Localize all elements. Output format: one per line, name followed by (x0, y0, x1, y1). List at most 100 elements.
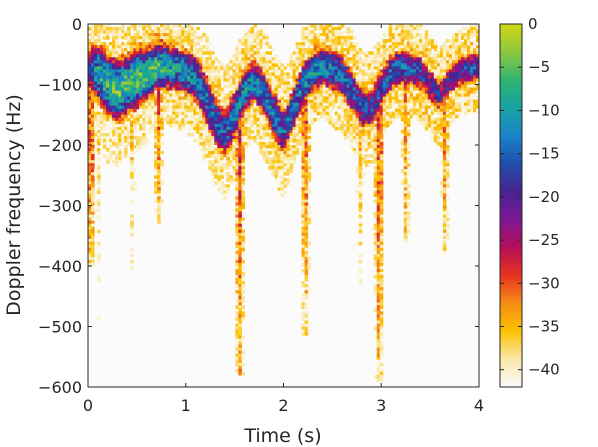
heat-cell (184, 111, 188, 116)
heat-cell (280, 87, 285, 92)
heat-cell (283, 181, 288, 185)
heat-cell (346, 39, 351, 43)
heat-cell (409, 108, 414, 113)
heat-cell (124, 78, 128, 83)
heat-cell (439, 48, 444, 52)
heat-cell (226, 69, 230, 74)
heat-cell (241, 141, 245, 146)
heat-cell (91, 57, 95, 61)
heat-cell (130, 96, 134, 101)
heat-cell (145, 87, 149, 92)
heat-cell (349, 72, 354, 77)
heat-cell (151, 45, 155, 49)
heat-cell (397, 75, 402, 80)
heat-cell (310, 69, 315, 74)
heat-cell (187, 99, 191, 104)
heat-cell (88, 114, 92, 119)
heat-cell (106, 48, 110, 52)
heat-cell (202, 151, 206, 155)
heat-cell (307, 129, 312, 134)
heat-cell (220, 120, 224, 125)
heat-cell (433, 93, 438, 98)
heat-cell (298, 36, 303, 40)
heat-cell (172, 45, 176, 49)
heat-cell (208, 57, 212, 61)
heat-cell (238, 211, 242, 216)
heat-cell (343, 57, 348, 61)
heat-cell (379, 69, 384, 74)
heat-cell (406, 169, 411, 173)
heat-cell (181, 72, 185, 77)
heat-cell (373, 114, 378, 119)
heat-cell (301, 135, 306, 140)
heat-cell (373, 87, 378, 92)
heat-cell (385, 72, 390, 77)
heat-cell (175, 120, 179, 125)
heat-cell (112, 111, 116, 116)
heat-cell (142, 30, 146, 34)
heat-cell (235, 223, 239, 228)
heat-cell (133, 96, 137, 101)
heat-cell (409, 60, 414, 64)
heat-cell (160, 129, 164, 134)
heat-cell (112, 99, 116, 104)
heat-cell (118, 99, 122, 104)
heat-cell (169, 75, 173, 80)
heat-cell (289, 126, 294, 131)
heat-cell (112, 117, 116, 122)
heat-cell (358, 145, 363, 149)
heat-cell (241, 281, 245, 285)
heat-cell (238, 105, 242, 110)
heat-cell (304, 256, 309, 261)
heat-cell (409, 51, 414, 55)
heat-cell (196, 78, 200, 83)
heat-cell (355, 78, 360, 83)
heat-cell (208, 163, 212, 167)
heat-cell (358, 208, 363, 213)
heat-cell (298, 126, 303, 131)
heat-cell (319, 69, 324, 74)
heat-cell (145, 51, 149, 55)
heat-cell (235, 129, 239, 134)
heat-cell (250, 129, 255, 134)
heat-cell (193, 78, 197, 83)
heat-cell (439, 54, 444, 58)
heat-cell (136, 120, 140, 125)
heat-cell (211, 126, 215, 131)
heat-cell (223, 96, 227, 101)
heat-cell (403, 90, 408, 95)
heat-cell (355, 138, 360, 143)
heat-cell (376, 362, 381, 367)
heat-cell (418, 117, 423, 122)
heat-cell (409, 33, 414, 37)
heat-cell (421, 84, 426, 89)
heat-cell (361, 72, 366, 77)
heat-cell (244, 72, 249, 77)
heat-cell (97, 135, 101, 140)
heat-cell (253, 99, 258, 104)
heat-cell (199, 87, 203, 92)
heat-cell (379, 129, 384, 134)
heat-cell (160, 117, 164, 122)
heat-cell (397, 84, 402, 89)
heat-cell (307, 75, 312, 80)
heat-cell (292, 132, 297, 137)
heat-cell (154, 81, 158, 86)
heat-cell (208, 96, 212, 101)
heat-cell (181, 96, 185, 101)
heat-cell (334, 54, 339, 58)
heat-cell (121, 45, 125, 49)
heat-cell (280, 69, 285, 74)
heat-cell (235, 344, 239, 349)
heat-cell (280, 135, 285, 140)
heat-cell (112, 163, 116, 167)
heat-cell (97, 259, 101, 264)
heat-cell (403, 214, 408, 219)
heat-cell (304, 84, 309, 89)
heat-cell (103, 63, 107, 67)
heat-cell (136, 102, 140, 107)
heat-cell (124, 75, 128, 80)
heat-cell (241, 93, 245, 98)
heat-cell (304, 172, 309, 176)
heat-cell (250, 96, 255, 101)
